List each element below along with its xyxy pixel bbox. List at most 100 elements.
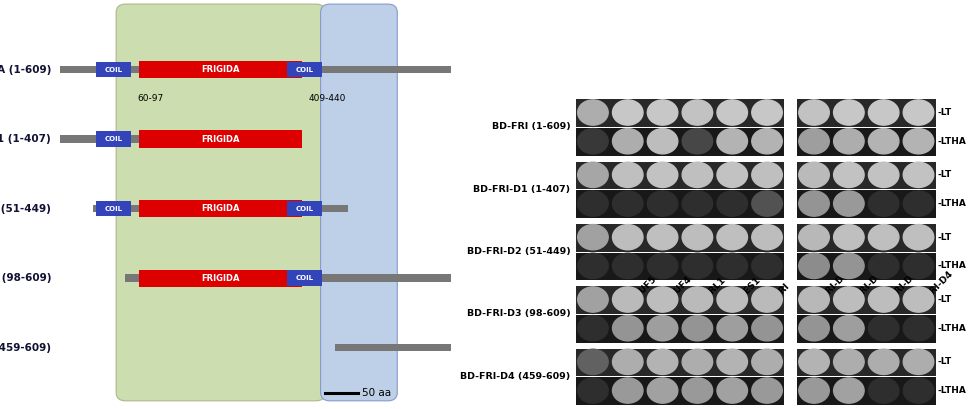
Text: FRIDIDA (1-609): FRIDIDA (1-609) [0, 65, 51, 74]
Text: -LTHA: -LTHA [938, 137, 966, 146]
Text: -LT: -LT [938, 108, 952, 117]
Bar [576, 162, 784, 189]
Text: FRIGIDA: FRIGIDA [201, 204, 240, 213]
Bar [576, 315, 784, 343]
Text: -LTHA: -LTHA [938, 261, 966, 270]
Circle shape [682, 253, 712, 279]
Circle shape [578, 100, 608, 125]
Text: FRI-D4 (459-609): FRI-D4 (459-609) [0, 343, 51, 353]
Text: AD-FRI-D3: AD-FRI-D3 [877, 270, 921, 313]
Circle shape [682, 162, 712, 187]
Circle shape [752, 378, 782, 403]
Bar [97, 201, 132, 216]
Circle shape [799, 128, 830, 154]
Bar [287, 201, 321, 216]
Circle shape [799, 253, 830, 279]
Circle shape [868, 349, 899, 375]
Bar [60, 135, 288, 143]
Bar [576, 99, 784, 127]
Bar [93, 205, 348, 212]
Circle shape [903, 225, 934, 250]
Circle shape [868, 162, 899, 187]
Text: COIL: COIL [105, 67, 123, 72]
Circle shape [717, 128, 747, 154]
Circle shape [717, 378, 747, 403]
Circle shape [648, 162, 678, 187]
Circle shape [799, 162, 830, 187]
Bar [797, 253, 936, 280]
Circle shape [833, 349, 864, 375]
Circle shape [717, 162, 747, 187]
Circle shape [613, 316, 643, 341]
Text: AD-FRI-D2: AD-FRI-D2 [842, 270, 886, 313]
Circle shape [717, 253, 747, 279]
Circle shape [578, 316, 608, 341]
Text: AD-SUF4: AD-SUF4 [656, 275, 694, 313]
Text: -LTHA: -LTHA [938, 199, 966, 208]
Circle shape [833, 378, 864, 403]
Circle shape [903, 162, 934, 187]
Text: AD-FRI-D1: AD-FRI-D1 [807, 270, 851, 313]
Circle shape [868, 378, 899, 403]
Text: COIL: COIL [295, 275, 314, 281]
Bar [797, 315, 936, 343]
Bar [126, 274, 451, 282]
Text: AD-FRL1: AD-FRL1 [691, 276, 728, 313]
Text: -LTHA: -LTHA [938, 386, 966, 395]
Text: BD-FRI-D3 (98-609): BD-FRI-D3 (98-609) [467, 309, 570, 318]
Circle shape [648, 225, 678, 250]
Circle shape [613, 128, 643, 154]
Circle shape [752, 225, 782, 250]
Text: FRIGIDA: FRIGIDA [201, 135, 240, 144]
Circle shape [578, 128, 608, 154]
Circle shape [717, 191, 747, 216]
Circle shape [752, 287, 782, 312]
Text: FRI-D2 (51-449): FRI-D2 (51-449) [0, 204, 51, 213]
Circle shape [868, 225, 899, 250]
Bar [287, 62, 321, 77]
Circle shape [648, 287, 678, 312]
Circle shape [833, 162, 864, 187]
Bar [287, 270, 321, 286]
Circle shape [903, 253, 934, 279]
Circle shape [752, 100, 782, 125]
Circle shape [578, 287, 608, 312]
Bar [797, 378, 936, 405]
Text: FRIGIDA: FRIGIDA [201, 274, 240, 283]
Circle shape [868, 287, 899, 312]
Circle shape [613, 253, 643, 279]
Text: 60-97: 60-97 [137, 94, 164, 103]
Circle shape [578, 253, 608, 279]
Text: 409-440: 409-440 [309, 94, 347, 103]
Circle shape [648, 349, 678, 375]
Bar [576, 190, 784, 218]
Text: FRIGIDA: FRIGIDA [201, 65, 240, 74]
Bar [797, 190, 936, 218]
Bar [97, 131, 132, 147]
Circle shape [752, 316, 782, 341]
Text: -LT: -LT [938, 170, 952, 180]
Text: 50 aa: 50 aa [362, 388, 391, 398]
Circle shape [903, 378, 934, 403]
Text: BD-FRI-D4 (459-609): BD-FRI-D4 (459-609) [461, 372, 570, 381]
Text: -LT: -LT [938, 295, 952, 304]
Circle shape [833, 191, 864, 216]
Circle shape [799, 316, 830, 341]
Text: AD-SUF5: AD-SUF5 [621, 275, 659, 313]
Circle shape [868, 191, 899, 216]
Circle shape [578, 162, 608, 187]
Circle shape [799, 191, 830, 216]
Text: COIL: COIL [295, 67, 314, 72]
Text: BD-FRI-D2 (51-449): BD-FRI-D2 (51-449) [467, 247, 570, 256]
Circle shape [799, 287, 830, 312]
Bar [797, 128, 936, 155]
Bar [797, 99, 936, 127]
Circle shape [613, 191, 643, 216]
Circle shape [613, 225, 643, 250]
Circle shape [682, 191, 712, 216]
Circle shape [833, 100, 864, 125]
Bar [576, 224, 784, 252]
Text: BD-FRI (1-609): BD-FRI (1-609) [492, 122, 570, 131]
Bar [797, 286, 936, 314]
Bar [797, 224, 936, 252]
